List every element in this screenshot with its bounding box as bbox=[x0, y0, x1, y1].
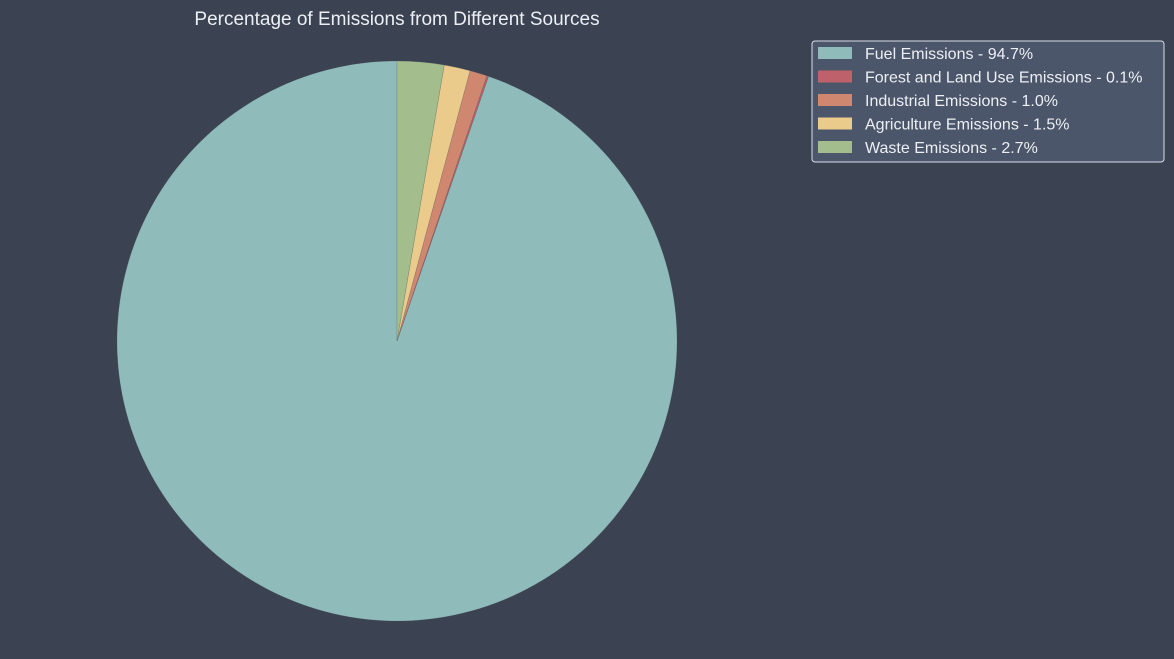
pie-slice-agriculture-emissions bbox=[396, 64, 471, 342]
legend-swatch bbox=[818, 117, 852, 130]
legend-label: Industrial Emissions - 1.0% bbox=[865, 93, 1058, 110]
legend-swatch bbox=[818, 94, 852, 106]
pie-slice-industrial-emissions bbox=[396, 70, 488, 342]
pie-slice-fuel-emissions bbox=[116, 60, 678, 622]
legend-swatch bbox=[818, 47, 852, 59]
legend-box bbox=[811, 40, 1165, 163]
legend-label: Forest and Land Use Emissions - 0.1% bbox=[865, 70, 1142, 87]
legend-swatch bbox=[818, 70, 852, 83]
legend-label: Agriculture Emissions - 1.5% bbox=[865, 117, 1070, 134]
legend-label: Waste Emissions - 2.7% bbox=[865, 140, 1038, 157]
chart-title: Percentage of Emissions from Different S… bbox=[194, 9, 599, 30]
legend-label: Fuel Emissions - 94.7% bbox=[865, 46, 1033, 63]
pie-slice-forest-and-land-use-emissions bbox=[396, 75, 489, 342]
pie-slices bbox=[116, 60, 678, 622]
pie-slice-waste-emissions bbox=[396, 60, 445, 342]
legend: Fuel Emissions - 94.7% Forest and Land Us… bbox=[811, 40, 1165, 163]
legend-swatch bbox=[818, 141, 852, 153]
